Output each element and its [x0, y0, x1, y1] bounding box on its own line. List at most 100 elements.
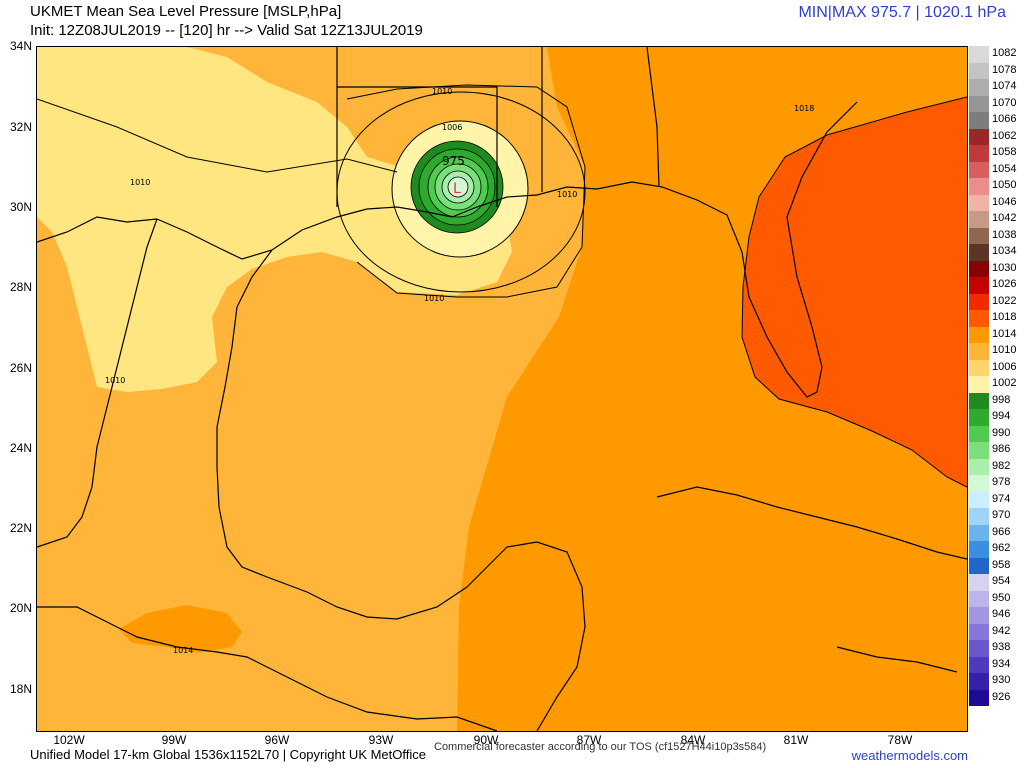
legend-swatch — [969, 541, 989, 558]
contour-label-1006: 1006 — [442, 123, 462, 132]
legend-row: 1026 — [969, 277, 1023, 294]
pressure-zone-1014-mexico — [119, 605, 242, 653]
contour-label-1014: 1014 — [173, 646, 193, 655]
legend-swatch — [969, 95, 989, 112]
legend-swatch — [969, 508, 989, 525]
legend-row: 1066 — [969, 112, 1023, 129]
legend-value: 974 — [992, 492, 1011, 505]
lat-label-18n: 18N — [9, 682, 32, 696]
legend-swatch — [969, 326, 989, 343]
legend-row: 938 — [969, 640, 1023, 657]
legend-swatch — [969, 491, 989, 508]
legend-value: 938 — [992, 641, 1011, 653]
legend-swatch — [969, 211, 989, 228]
legend-value: 1042 — [992, 212, 1017, 224]
legend-value: 998 — [992, 393, 1011, 406]
legend-value: 942 — [992, 624, 1011, 637]
legend-value: 1054 — [992, 162, 1017, 175]
legend-row: 1006 — [969, 359, 1023, 376]
lon-label-78w: 78W — [887, 733, 913, 747]
legend-value: 958 — [992, 558, 1011, 571]
legend-row: 1014 — [969, 326, 1023, 343]
legend-row: 990 — [969, 425, 1023, 442]
legend-swatch — [969, 623, 989, 640]
legend-swatch — [969, 293, 989, 310]
legend-swatch — [969, 310, 989, 327]
legend-row: 950 — [969, 590, 1023, 607]
legend-swatch — [969, 425, 989, 442]
legend-row: 926 — [969, 689, 1023, 706]
legend-swatch — [969, 62, 989, 79]
legend-swatch — [969, 409, 989, 426]
legend-row: 934 — [969, 656, 1023, 673]
pressure-zone-1006-west — [37, 47, 512, 392]
legend-row: 1046 — [969, 194, 1023, 211]
legend-value: 1078 — [992, 63, 1017, 76]
legend-swatch — [969, 640, 989, 657]
pressure-color-legend: 1082 1078 1074 1070 1066 1062 1058 1054 1050 1046… — [969, 46, 1023, 722]
legend-row: 1078 — [969, 62, 1023, 79]
lat-label-20n: 20N — [9, 601, 32, 615]
lat-label-30n: 30N — [9, 200, 32, 214]
legend-row: 974 — [969, 491, 1023, 508]
legend-value: 994 — [992, 410, 1011, 422]
legend-row: 958 — [969, 557, 1023, 574]
legend-row: 970 — [969, 508, 1023, 525]
legend-swatch — [969, 376, 989, 393]
legend-row: 962 — [969, 541, 1023, 558]
lat-label-22n: 22N — [9, 521, 32, 535]
legend-value: 986 — [992, 443, 1011, 455]
legend-swatch — [969, 359, 989, 376]
legend-value: 1050 — [992, 179, 1017, 191]
coastlines — [37, 47, 967, 731]
legend-value: 962 — [992, 542, 1011, 554]
legend-swatch — [969, 46, 989, 63]
legend-swatch — [969, 557, 989, 574]
legend-swatch — [969, 607, 989, 624]
contour-label-975: 975 — [442, 154, 465, 168]
isobar-1010-west — [37, 98, 398, 173]
legend-row: 1070 — [969, 95, 1023, 112]
legend-value: 990 — [992, 426, 1011, 439]
lon-label-96w: 96W — [264, 733, 290, 747]
contour-label-1018: 1018 — [794, 104, 814, 113]
legend-swatch — [969, 590, 989, 607]
legend-swatch — [969, 112, 989, 129]
lon-label-102w: 102W — [53, 733, 85, 747]
low-center-marker: L — [453, 181, 461, 197]
legend-swatch — [969, 689, 989, 706]
isobar-1014-florida — [741, 96, 967, 488]
contour-label-1010-north: 1010 — [432, 87, 452, 96]
legend-swatch — [969, 227, 989, 244]
legend-row: 946 — [969, 607, 1023, 624]
map-title: UKMET Mean Sea Level Pressure [MSLP,hPa] — [30, 3, 342, 20]
pressure-zone-978 — [447, 176, 469, 198]
site-credit[interactable]: weathermodels.com — [851, 748, 968, 763]
legend-value: 930 — [992, 674, 1011, 686]
legend-value: 1038 — [992, 228, 1017, 241]
legend-value: 1034 — [992, 245, 1017, 257]
contour-label-1010-extra: 1010 — [557, 190, 577, 199]
lon-label-81w: 81W — [783, 733, 809, 747]
legend-row: 1058 — [969, 145, 1023, 162]
legend-value: 1066 — [992, 113, 1017, 125]
lon-label-99w: 99W — [161, 733, 187, 747]
legend-row: 1042 — [969, 211, 1023, 228]
legend-swatch — [969, 128, 989, 145]
legend-swatch — [969, 673, 989, 690]
lat-label-34n: 34N — [9, 39, 32, 53]
legend-row: 942 — [969, 623, 1023, 640]
legend-row: 1074 — [969, 79, 1023, 96]
isobar-1010-north — [346, 84, 586, 298]
legend-row: 1002 — [969, 376, 1023, 393]
legend-value: 934 — [992, 657, 1011, 670]
tos-note: Commercial forecaster according to our T… — [434, 741, 767, 753]
legend-swatch — [969, 277, 989, 294]
legend-value: 970 — [992, 509, 1011, 521]
legend-row: 1022 — [969, 293, 1023, 310]
legend-value: 1058 — [992, 146, 1017, 158]
legend-swatch — [969, 161, 989, 178]
legend-value: 1070 — [992, 96, 1017, 109]
legend-value: 950 — [992, 591, 1011, 604]
legend-row: 998 — [969, 392, 1023, 409]
